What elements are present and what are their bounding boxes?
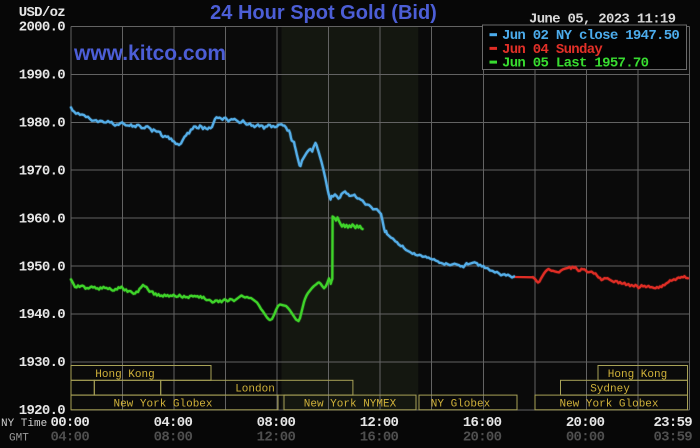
svg-text:Jun 02 NY close 1947.50: Jun 02 NY close 1947.50 [502,28,679,44]
svg-text:03:59: 03:59 [653,429,692,445]
svg-text:2000.0: 2000.0 [19,20,66,36]
svg-text:New York NYMEX: New York NYMEX [304,398,397,410]
svg-text:1970.0: 1970.0 [19,163,66,179]
svg-text:23:59: 23:59 [653,415,692,431]
svg-text:1940.0: 1940.0 [19,307,66,323]
svg-text:1980.0: 1980.0 [19,116,66,132]
svg-text:12:00: 12:00 [257,429,296,445]
svg-text:1930.0: 1930.0 [19,355,66,371]
svg-text:1920.0: 1920.0 [19,403,66,419]
svg-text:20:00: 20:00 [566,415,605,431]
svg-text:NY Globex: NY Globex [431,398,491,410]
svg-text:GMT: GMT [9,432,29,444]
svg-text:NY Time: NY Time [1,418,47,430]
svg-text:16:00: 16:00 [360,429,399,445]
svg-text:20:00: 20:00 [463,429,502,445]
svg-text:Sydney: Sydney [590,384,630,396]
svg-text:1950.0: 1950.0 [19,259,66,275]
svg-text:June 05, 2023 11:19: June 05, 2023 11:19 [529,12,676,28]
svg-text:1990.0: 1990.0 [19,68,66,84]
svg-text:24 Hour Spot Gold (Bid): 24 Hour Spot Gold (Bid) [210,2,437,24]
svg-text:New York Globex: New York Globex [113,398,212,410]
svg-text:www.kitco.com: www.kitco.com [73,42,226,65]
svg-text:00:00: 00:00 [566,429,605,445]
svg-text:08:00: 08:00 [154,429,193,445]
svg-text:1960.0: 1960.0 [19,211,66,227]
svg-text:08:00: 08:00 [257,415,296,431]
svg-text:Hong Kong: Hong Kong [608,369,667,381]
svg-text:16:00: 16:00 [463,415,502,431]
svg-text:04:00: 04:00 [51,429,90,445]
svg-text:04:00: 04:00 [154,415,193,431]
svg-text:00:00: 00:00 [51,415,90,431]
svg-text:Jun 04 Sunday: Jun 04 Sunday [502,42,603,58]
svg-text:New York Globex: New York Globex [559,398,658,410]
svg-text:Hong Kong: Hong Kong [95,369,154,381]
svg-text:Jun 05 Last 1957.70: Jun 05 Last 1957.70 [502,56,649,72]
svg-text:London: London [235,384,275,396]
svg-text:USD/oz: USD/oz [19,5,66,21]
svg-text:12:00: 12:00 [360,415,399,431]
